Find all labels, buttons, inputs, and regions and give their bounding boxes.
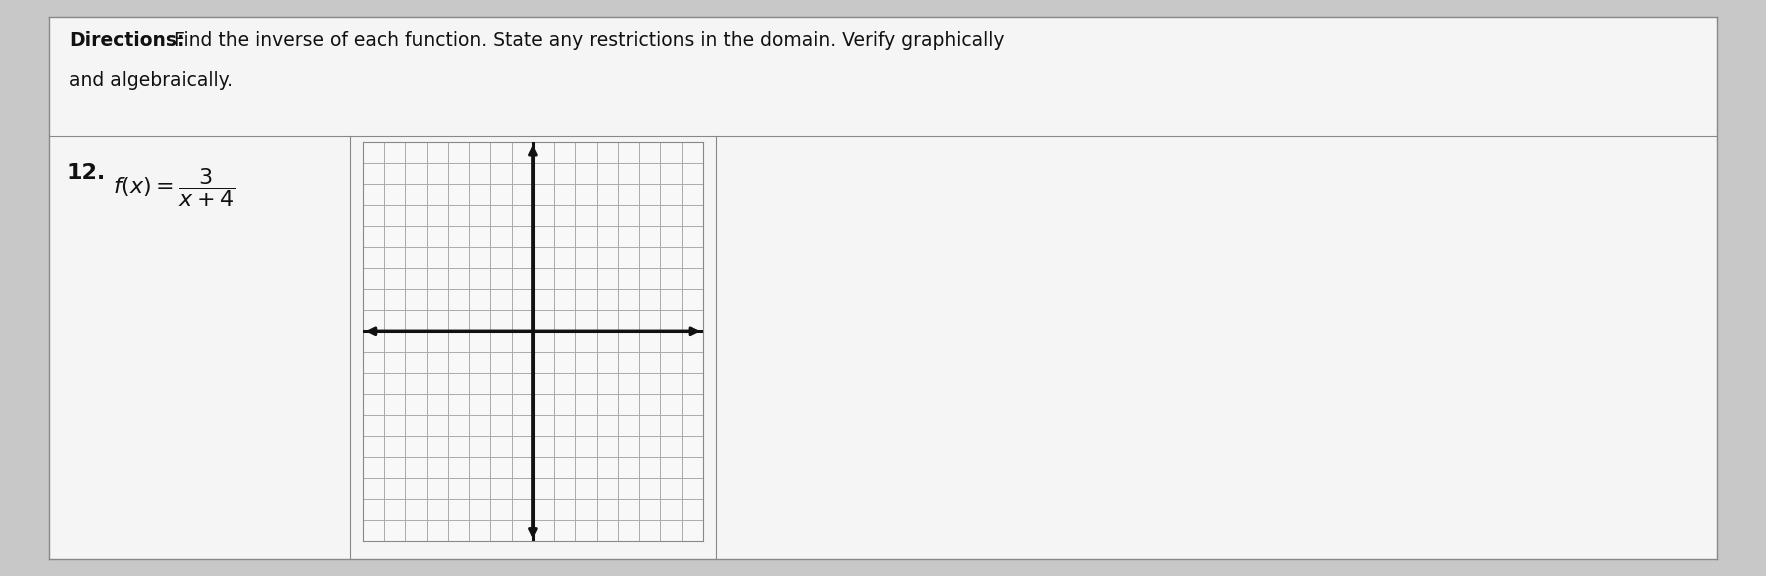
Text: Directions:: Directions: (69, 31, 185, 50)
Text: Find the inverse of each function. State any restrictions in the domain. Verify : Find the inverse of each function. State… (168, 31, 1005, 50)
Text: 12.: 12. (65, 164, 106, 184)
Text: and algebraically.: and algebraically. (69, 71, 233, 90)
Text: $f(x) = \dfrac{3}{x+4}$: $f(x) = \dfrac{3}{x+4}$ (113, 166, 235, 209)
